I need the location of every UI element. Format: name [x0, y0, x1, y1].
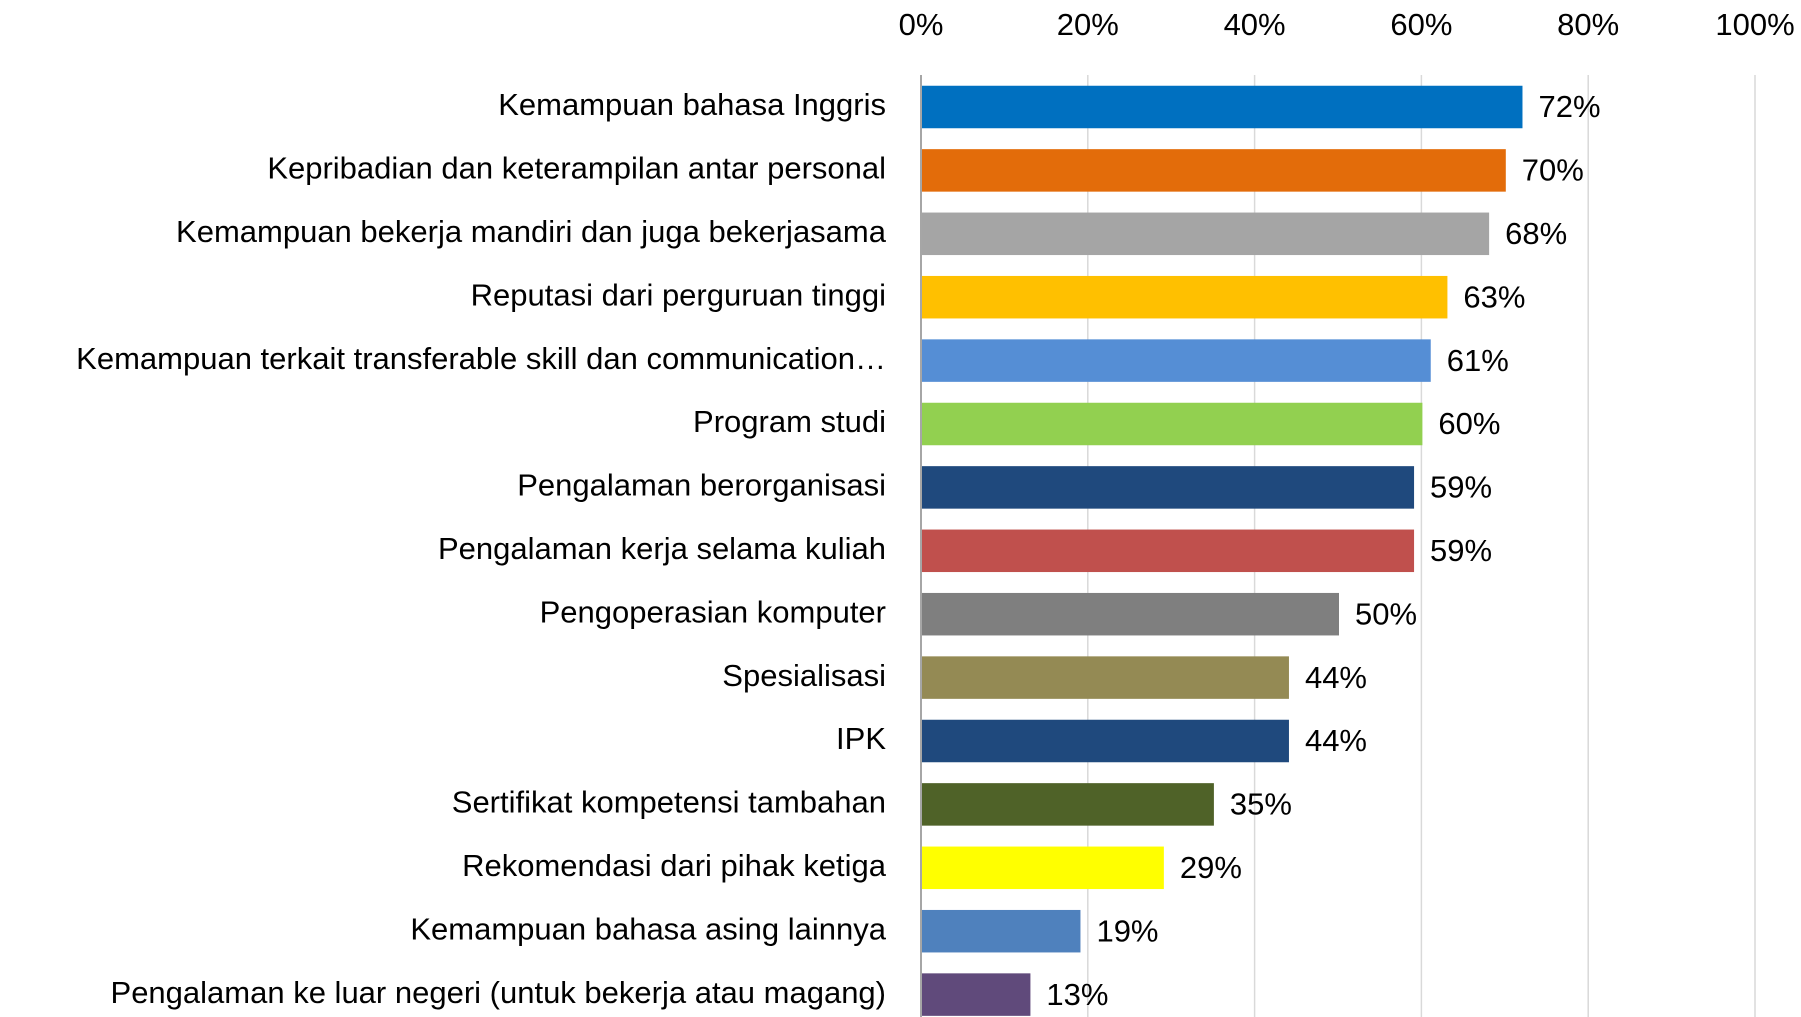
bar: [922, 275, 1448, 319]
category-label: Kemampuan bahasa asing lainnya: [410, 911, 886, 946]
data-label: 72%: [1538, 89, 1600, 124]
bar: [922, 909, 1081, 953]
category-label: Sertifikat kompetensi tambahan: [452, 785, 886, 820]
bar: [922, 339, 1431, 382]
category-label: Spesialisasi: [722, 658, 886, 693]
bar: [922, 973, 1031, 1016]
data-label: 70%: [1522, 153, 1584, 188]
data-label: 50%: [1355, 596, 1417, 631]
data-label: 61%: [1447, 343, 1509, 378]
data-label: 60%: [1438, 406, 1500, 441]
bar: [922, 149, 1506, 192]
x-tick-label: 40%: [1224, 7, 1286, 42]
data-label: 68%: [1505, 216, 1567, 251]
category-label: Pengoperasian komputer: [540, 594, 886, 629]
bar: [922, 719, 1289, 763]
category-label: Pengalaman berorganisasi: [517, 468, 886, 503]
data-label: 63%: [1463, 279, 1525, 314]
category-label: IPK: [836, 721, 886, 756]
bar: [922, 783, 1214, 826]
category-label: Pengalaman ke luar negeri (untuk bekerja…: [111, 975, 886, 1010]
data-label: 35%: [1230, 787, 1292, 822]
category-label: Kemampuan bekerja mandiri dan juga beker…: [176, 214, 887, 249]
category-label: Kemampuan bahasa Inggris: [498, 87, 886, 122]
data-label: 59%: [1430, 470, 1492, 505]
data-label: 13%: [1046, 977, 1108, 1012]
x-tick-label: 80%: [1557, 7, 1619, 42]
data-label: 44%: [1305, 723, 1367, 758]
category-label: Program studi: [693, 404, 886, 439]
category-label: Kepribadian dan keterampilan antar perso…: [267, 151, 886, 186]
data-label: 44%: [1305, 660, 1367, 695]
bar: [922, 846, 1164, 890]
category-label: Pengalaman kerja selama kuliah: [438, 531, 886, 566]
category-label: Reputasi dari perguruan tinggi: [471, 277, 886, 312]
bar: [922, 529, 1415, 573]
bar: [922, 466, 1415, 509]
category-label: Kemampuan terkait transferable skill dan…: [76, 341, 886, 376]
category-label: Rekomendasi dari pihak ketiga: [462, 848, 887, 883]
data-label: 19%: [1096, 913, 1158, 948]
x-tick-label: 60%: [1390, 7, 1452, 42]
data-label: 59%: [1430, 533, 1492, 568]
x-tick-label: 100%: [1715, 7, 1794, 42]
bar: [922, 402, 1423, 446]
x-tick-label: 20%: [1057, 7, 1119, 42]
x-tick-label: 0%: [899, 7, 944, 42]
bar: [922, 592, 1339, 636]
bar: [922, 212, 1490, 256]
data-label: 29%: [1180, 850, 1242, 885]
bar: [922, 85, 1523, 129]
bar: [922, 656, 1289, 699]
